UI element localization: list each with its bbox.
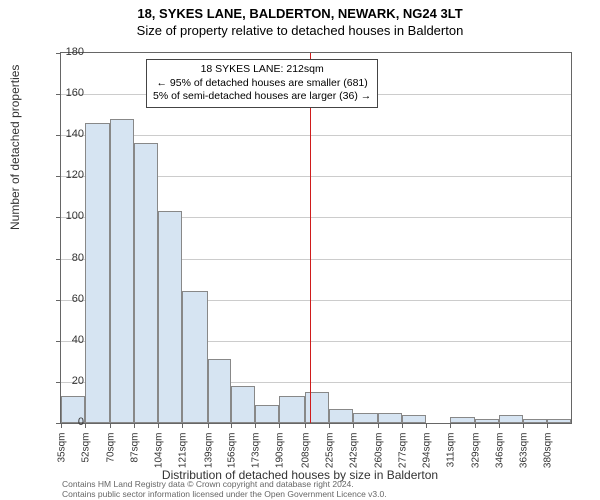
annotation-line-3: 5% of semi-detached houses are larger (3… <box>153 90 371 104</box>
grid-line <box>61 135 571 136</box>
x-tick-label: 311sqm <box>445 433 456 483</box>
x-tick-mark <box>110 423 111 428</box>
histogram-bar <box>353 413 378 423</box>
chart-title-main: 18, SYKES LANE, BALDERTON, NEWARK, NG24 … <box>0 0 600 21</box>
x-tick-label: 52sqm <box>80 433 91 483</box>
y-tick-label: 20 <box>54 375 84 387</box>
histogram-bar <box>208 359 232 423</box>
x-tick-label: 277sqm <box>397 433 408 483</box>
y-tick-label: 80 <box>54 252 84 264</box>
x-tick-mark <box>208 423 209 428</box>
x-tick-mark <box>255 423 256 428</box>
x-tick-label: 380sqm <box>543 433 554 483</box>
histogram-bar <box>182 291 207 423</box>
x-tick-mark <box>426 423 427 428</box>
x-tick-label: 139sqm <box>203 433 214 483</box>
x-tick-mark <box>547 423 548 428</box>
histogram-bar <box>231 386 255 423</box>
plot-area: 18 SYKES LANE: 212sqm ← 95% of detached … <box>60 52 572 424</box>
histogram-bar <box>450 417 475 423</box>
chart-title-sub: Size of property relative to detached ho… <box>0 21 600 38</box>
histogram-bar <box>85 123 110 423</box>
y-axis-label: Number of detached properties <box>8 65 22 230</box>
histogram-chart: 18, SYKES LANE, BALDERTON, NEWARK, NG24 … <box>0 0 600 500</box>
annotation-line-2: ← 95% of detached houses are smaller (68… <box>153 77 371 91</box>
histogram-bar <box>378 413 402 423</box>
x-tick-label: 70sqm <box>106 433 117 483</box>
x-tick-mark <box>182 423 183 428</box>
histogram-bar <box>523 419 547 423</box>
x-tick-mark <box>523 423 524 428</box>
x-tick-mark <box>402 423 403 428</box>
x-tick-label: 156sqm <box>227 433 238 483</box>
annotation-box: 18 SYKES LANE: 212sqm ← 95% of detached … <box>146 59 378 108</box>
x-tick-mark <box>499 423 500 428</box>
histogram-bar <box>305 392 329 423</box>
x-tick-label: 35sqm <box>57 433 68 483</box>
annotation-line-1: 18 SYKES LANE: 212sqm <box>153 63 371 77</box>
x-tick-label: 190sqm <box>275 433 286 483</box>
y-tick-label: 0 <box>54 416 84 428</box>
histogram-bar <box>255 405 279 424</box>
x-tick-label: 294sqm <box>421 433 432 483</box>
histogram-bar <box>110 119 134 423</box>
histogram-bar <box>402 415 426 423</box>
histogram-bar <box>547 419 571 423</box>
footer-line-2: Contains public sector information licen… <box>62 489 387 499</box>
y-tick-label: 180 <box>54 46 84 58</box>
x-tick-mark <box>85 423 86 428</box>
histogram-bar <box>279 396 304 423</box>
x-tick-label: 173sqm <box>251 433 262 483</box>
reference-line <box>310 53 311 423</box>
y-tick-label: 100 <box>54 210 84 222</box>
x-tick-mark <box>305 423 306 428</box>
x-tick-label: 104sqm <box>154 433 165 483</box>
histogram-bar <box>475 419 499 423</box>
x-tick-mark <box>158 423 159 428</box>
histogram-bar <box>499 415 523 423</box>
x-tick-label: 260sqm <box>373 433 384 483</box>
histogram-bar <box>134 143 158 423</box>
y-tick-label: 140 <box>54 128 84 140</box>
y-tick-label: 40 <box>54 334 84 346</box>
x-tick-mark <box>134 423 135 428</box>
y-tick-label: 120 <box>54 169 84 181</box>
x-tick-mark <box>329 423 330 428</box>
x-tick-mark <box>378 423 379 428</box>
x-tick-mark <box>231 423 232 428</box>
y-tick-label: 60 <box>54 293 84 305</box>
x-tick-label: 346sqm <box>495 433 506 483</box>
x-tick-label: 225sqm <box>324 433 335 483</box>
y-tick-label: 160 <box>54 87 84 99</box>
histogram-bar <box>158 211 182 423</box>
x-tick-label: 242sqm <box>348 433 359 483</box>
x-tick-mark <box>353 423 354 428</box>
x-tick-label: 363sqm <box>519 433 530 483</box>
x-tick-mark <box>450 423 451 428</box>
x-tick-label: 329sqm <box>471 433 482 483</box>
x-tick-label: 208sqm <box>300 433 311 483</box>
x-tick-mark <box>475 423 476 428</box>
x-tick-label: 121sqm <box>178 433 189 483</box>
histogram-bar <box>329 409 353 423</box>
x-tick-label: 87sqm <box>130 433 141 483</box>
x-tick-mark <box>279 423 280 428</box>
